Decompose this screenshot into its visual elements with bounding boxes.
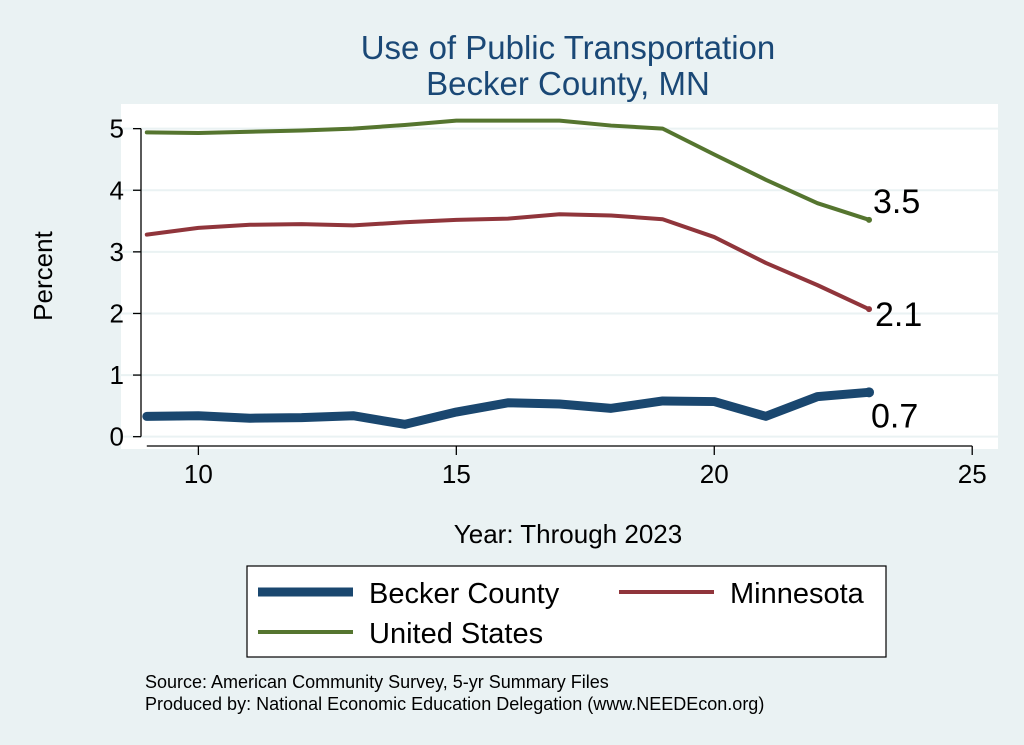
series-line-1 <box>144 212 872 312</box>
end-labels: 0.7 2.1 3.5 <box>871 183 922 436</box>
chart-title: Use of Public Transportation <box>361 29 776 66</box>
y-tick-label: 5 <box>110 114 124 144</box>
y-tick-label: 0 <box>110 422 124 452</box>
axes: 0 1 2 3 4 5 10 15 20 25 <box>110 114 987 489</box>
series-line-0 <box>142 387 874 429</box>
source-note: Source: American Community Survey, 5-yr … <box>145 672 609 692</box>
chart-subtitle: Becker County, MN <box>426 65 710 102</box>
series-lines <box>142 118 875 429</box>
series-end-point <box>866 216 873 223</box>
legend: Becker County Minnesota United States <box>246 565 887 658</box>
legend-label: Minnesota <box>730 578 865 610</box>
y-tick-label: 4 <box>110 175 124 205</box>
legend-label: Becker County <box>369 578 560 610</box>
plot-area <box>121 104 998 449</box>
series-line-2 <box>144 118 872 222</box>
end-value-label: 2.1 <box>875 296 922 334</box>
y-axis-label: Percent <box>28 230 58 320</box>
y-tick-label: 1 <box>110 360 124 390</box>
x-axis-label: Year: Through 2023 <box>454 519 682 549</box>
end-value-label: 3.5 <box>873 183 920 221</box>
end-value-label: 0.7 <box>871 397 918 435</box>
y-tick-label: 2 <box>110 298 124 328</box>
y-tick-label: 3 <box>110 237 124 267</box>
x-tick-label: 15 <box>442 459 471 489</box>
gridlines <box>121 127 998 438</box>
x-tick-label: 20 <box>700 459 729 489</box>
producer-note: Produced by: National Economic Education… <box>145 694 764 714</box>
x-tick-label: 10 <box>184 459 213 489</box>
series-end-point <box>864 387 875 398</box>
x-tick-label: 25 <box>958 459 987 489</box>
legend-label: United States <box>369 618 543 650</box>
legend-box <box>246 565 887 658</box>
series-end-point <box>866 306 873 313</box>
